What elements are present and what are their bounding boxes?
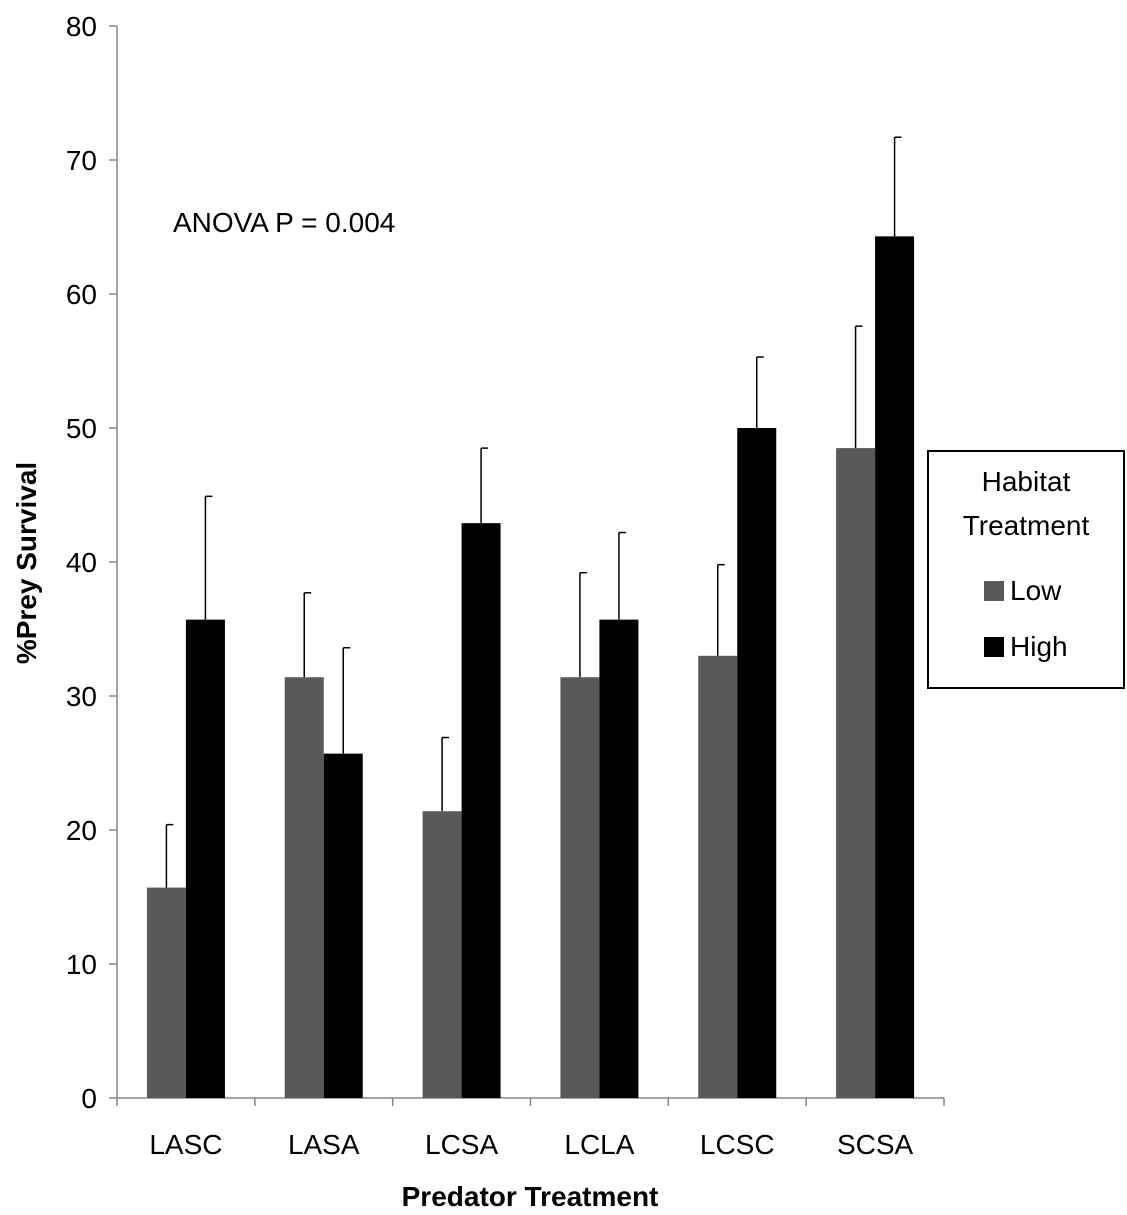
- axes: [109, 25, 945, 1106]
- y-tick-label: 60: [66, 279, 97, 310]
- x-tick-label: SCSA: [837, 1129, 914, 1160]
- bar: [599, 619, 639, 1098]
- bar: [422, 811, 462, 1098]
- y-tick-label: 80: [66, 11, 97, 42]
- x-tick-label: LCSC: [700, 1129, 775, 1160]
- y-axis-title: %Prey Survival: [11, 462, 42, 664]
- bars: [146, 236, 915, 1099]
- y-tick-label: 70: [66, 145, 97, 176]
- x-tick-label: LCLA: [564, 1129, 634, 1160]
- legend-title-line-1: Habitat: [982, 466, 1071, 497]
- y-tick-label: 0: [81, 1083, 97, 1114]
- bar: [284, 677, 324, 1098]
- bar: [875, 236, 915, 1098]
- legend-label-high: High: [1010, 631, 1068, 662]
- y-tick-label: 10: [66, 949, 97, 980]
- x-axis-title: Predator Treatment: [402, 1181, 659, 1212]
- bar: [185, 619, 225, 1098]
- legend-swatch-high: [984, 637, 1004, 657]
- y-tick-label: 20: [66, 815, 97, 846]
- legend-title-line-2: Treatment: [963, 510, 1090, 541]
- bar: [836, 448, 876, 1099]
- y-tick-label: 50: [66, 413, 97, 444]
- x-tick-label: LASA: [288, 1129, 360, 1160]
- tick-labels: 0 10 20 30 40 50 60 70 80 LASC LASA LCSA LCLA LCSC SCS…: [66, 11, 914, 1160]
- bar: [698, 655, 738, 1098]
- legend: Habitat Treatment Low High: [927, 450, 1125, 689]
- y-tick-label: 40: [66, 547, 97, 578]
- error-bars: [165, 136, 902, 888]
- bar: [461, 523, 501, 1098]
- bar: [560, 677, 600, 1098]
- bar: [737, 428, 777, 1098]
- y-tick-label: 30: [66, 681, 97, 712]
- legend-label-low: Low: [1010, 575, 1062, 606]
- x-tick-label: LASC: [149, 1129, 222, 1160]
- legend-box: [927, 450, 1125, 689]
- bar: [323, 753, 363, 1098]
- anova-annotation: ANOVA P = 0.004: [173, 207, 395, 238]
- bar: [146, 887, 186, 1098]
- x-tick-label: LCSA: [425, 1129, 498, 1160]
- legend-swatch-low: [984, 581, 1004, 601]
